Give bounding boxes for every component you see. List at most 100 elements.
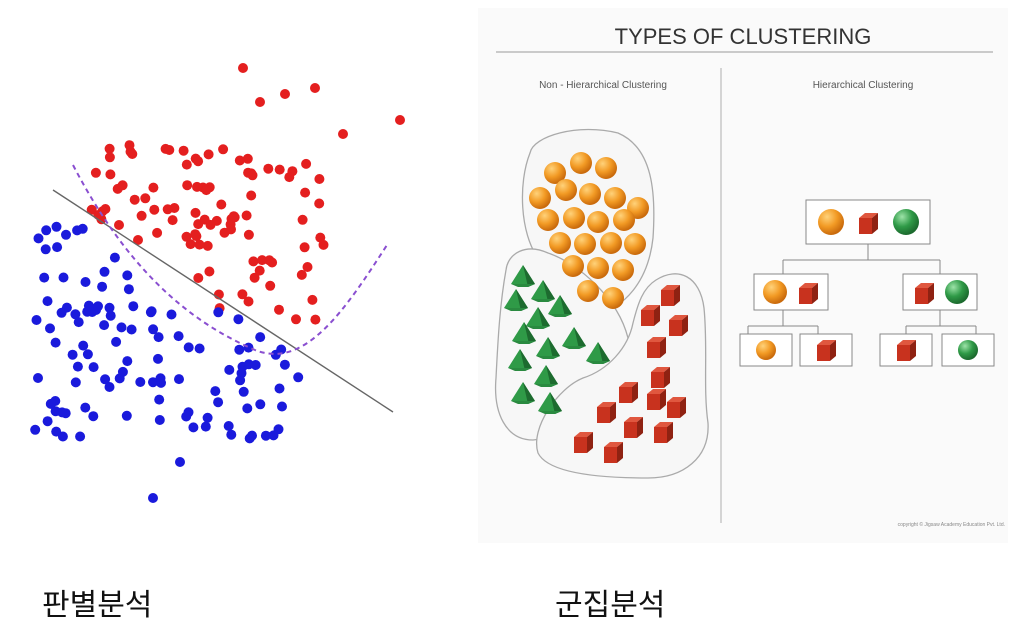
blue-point (97, 281, 108, 292)
red-point (307, 294, 318, 305)
red-point (242, 153, 253, 164)
red-point (114, 220, 124, 230)
curved-decision-boundary (72, 164, 388, 355)
blue-point (135, 377, 146, 387)
red-point (167, 215, 178, 226)
red-point (190, 207, 201, 218)
red-point (194, 239, 205, 250)
blue-point (93, 301, 103, 312)
red-point (148, 182, 159, 193)
leaf-red-cube-1 (817, 340, 836, 361)
blue-point (99, 266, 110, 277)
orange-sphere (549, 232, 571, 254)
blue-point (250, 360, 261, 370)
blue-point (175, 457, 185, 467)
blue-point (33, 373, 43, 383)
clustering-types-figure: TYPES OF CLUSTERING Non - Hierarchical C… (478, 8, 1008, 543)
red-point (338, 129, 348, 139)
blue-point (105, 310, 116, 321)
blue-point (238, 386, 249, 397)
red-point (246, 190, 257, 201)
blue-point (293, 372, 304, 383)
red-point (300, 187, 311, 198)
red-point (274, 164, 285, 175)
blue-point (67, 349, 78, 360)
blue-point (111, 336, 122, 347)
red-point (257, 255, 268, 266)
linear-decision-boundary (52, 189, 394, 413)
red-cube (604, 442, 623, 463)
red-cube (641, 305, 660, 326)
blue-point (39, 272, 50, 283)
red-point (284, 172, 295, 183)
red-cube (651, 367, 670, 388)
orange-sphere (587, 257, 609, 279)
red-point (314, 174, 325, 184)
blue-point (226, 429, 237, 440)
blue-point (242, 403, 253, 414)
blue-point (174, 374, 184, 385)
blue-point (194, 343, 205, 354)
red-point (265, 280, 276, 291)
orange-sphere (612, 259, 634, 281)
red-point (254, 265, 265, 276)
blue-point (40, 244, 51, 255)
blue-point (145, 307, 156, 318)
orange-sphere (587, 211, 609, 233)
blue-point (153, 353, 163, 364)
blue-point (88, 411, 99, 422)
red-point (315, 232, 326, 243)
red-cube (624, 417, 643, 438)
blue-point (31, 315, 42, 325)
red-point (395, 115, 405, 125)
blue-point (99, 320, 110, 331)
blue-point (154, 394, 165, 405)
red-cube (654, 422, 673, 443)
blue-point (183, 407, 194, 418)
red-point (129, 194, 140, 205)
blue-point (45, 398, 56, 409)
cluster-analysis-caption: 군집분석 (555, 588, 666, 623)
blue-point (233, 314, 244, 325)
red-point (162, 204, 173, 215)
orange-sphere (562, 255, 584, 277)
orange-sphere (613, 209, 635, 231)
blue-point (80, 277, 91, 287)
blue-point (57, 431, 68, 442)
red-point (190, 229, 201, 240)
red-point (274, 304, 284, 315)
red-point (263, 163, 274, 174)
red-point (243, 229, 254, 240)
blue-point (274, 383, 285, 394)
orange-sphere (529, 187, 551, 209)
red-cube (661, 285, 680, 306)
red-point (133, 235, 143, 245)
blue-point (213, 397, 224, 408)
blue-point (58, 272, 69, 283)
blue-point (210, 386, 221, 397)
l2-right-green-sphere (945, 280, 969, 304)
red-point (299, 242, 310, 253)
blue-point (78, 340, 89, 351)
orange-sphere (574, 233, 596, 255)
blue-point (104, 302, 115, 313)
blue-point (61, 229, 71, 240)
red-point (205, 219, 216, 230)
red-point (247, 170, 258, 181)
root-green-sphere (893, 209, 919, 235)
red-point (291, 314, 301, 325)
orange-sphere (595, 157, 617, 179)
blue-point (223, 421, 234, 431)
blue-point (155, 373, 166, 384)
red-point (255, 97, 265, 107)
red-point (301, 158, 312, 169)
red-point (140, 193, 151, 204)
blue-point (183, 342, 194, 353)
red-point (190, 153, 201, 164)
blue-point (224, 364, 235, 375)
red-point (218, 144, 229, 155)
root-orange-sphere (818, 209, 844, 235)
discriminant-scatter-figure (15, 50, 435, 530)
red-point (238, 63, 248, 73)
hierarchy-shapes (756, 209, 978, 361)
